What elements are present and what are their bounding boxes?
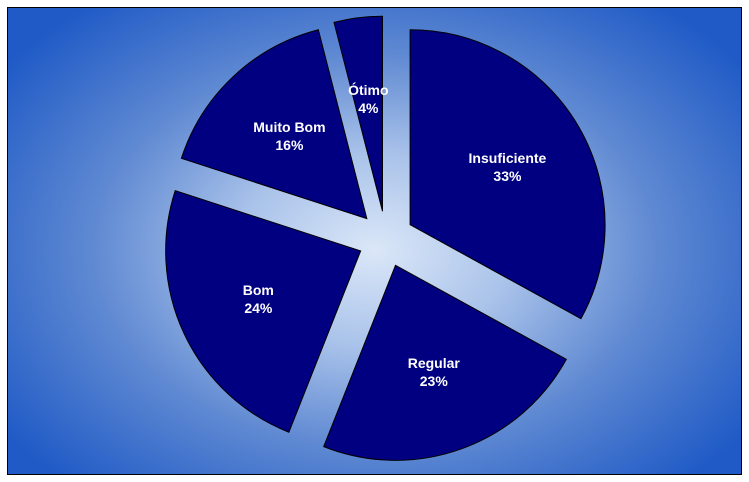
chart-frame: Insuficiente 33% Regular 23% Bom 24% Muito Bom…	[7, 7, 742, 475]
slice-percent-label: 16%	[275, 137, 304, 153]
pie-chart: Insuficiente 33% Regular 23% Bom 24% Muito Bom…	[165, 15, 606, 461]
pie-slice-regular	[323, 264, 568, 461]
pie-slice-muito-bom	[180, 29, 368, 220]
slice-label: Muito Bom	[253, 119, 325, 135]
pie-slice-bom	[165, 190, 362, 433]
slice-label: Regular	[408, 355, 461, 371]
slice-label: Ótimo	[348, 81, 388, 98]
pie-slice-insuficiente	[409, 29, 606, 320]
slice-label: Insuficiente	[469, 150, 547, 166]
slice-percent-label: 4%	[358, 100, 379, 116]
slice-label: Bom	[243, 282, 274, 298]
slice-percent-label: 23%	[420, 373, 449, 389]
slice-percent-label: 33%	[493, 168, 522, 184]
pie-slice-otimo	[333, 15, 383, 212]
slice-percent-label: 24%	[244, 300, 273, 316]
